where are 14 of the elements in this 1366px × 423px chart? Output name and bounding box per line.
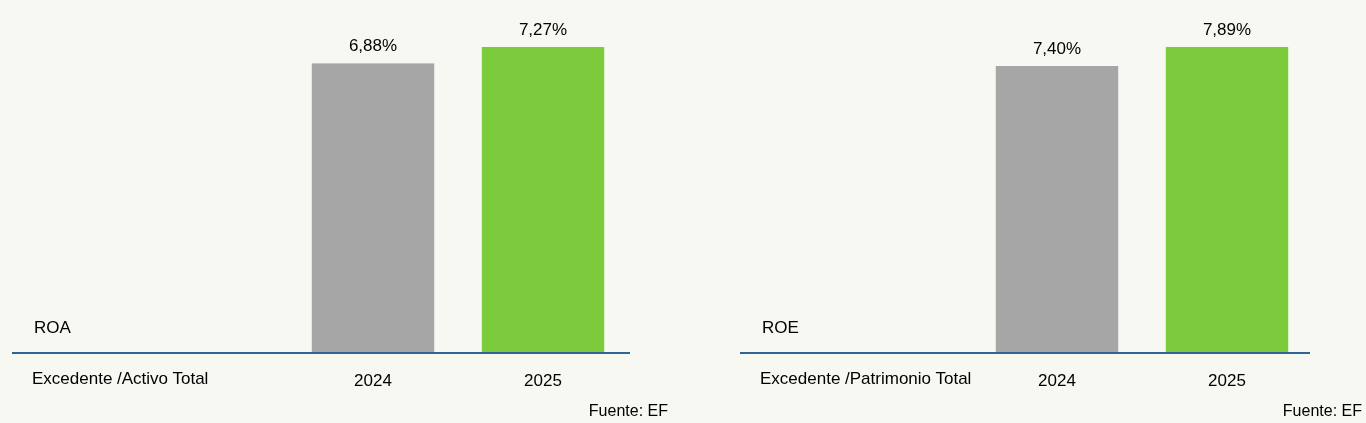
x-tick-label: 2025: [1208, 371, 1246, 390]
data-label: 7,27%: [518, 20, 568, 39]
x-axis-title: Excedente /Patrimonio Total: [760, 369, 972, 388]
x-axis-title: Excedente /Activo Total: [32, 369, 209, 388]
data-label: 7,89%: [1202, 20, 1252, 39]
data-label: 7,40%: [1032, 39, 1082, 58]
y-axis-title: ROA: [34, 318, 72, 337]
data-label: 6,88%: [348, 36, 398, 56]
source-note: Fuente: EF: [1282, 402, 1363, 419]
x-tick-label: 2024: [354, 371, 392, 390]
source-note: Fuente: EF: [588, 402, 669, 419]
x-tick-label: 2024: [1038, 371, 1076, 390]
y-axis-title: ROE: [762, 318, 799, 337]
x-tick-label: 2025: [524, 371, 562, 390]
